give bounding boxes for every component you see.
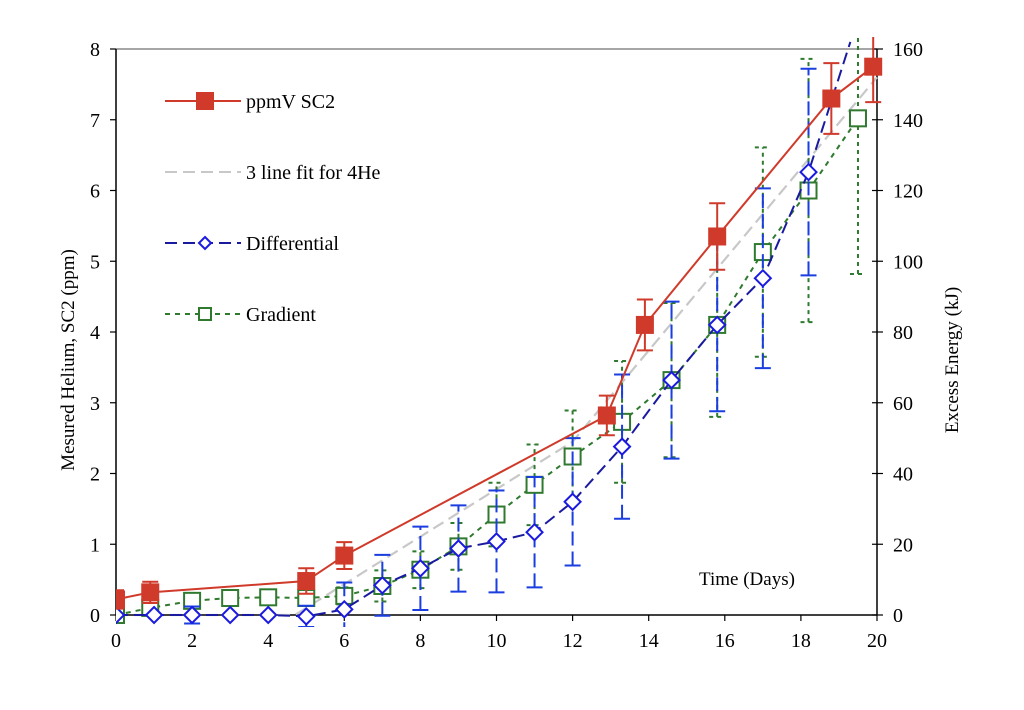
data-point: [822, 89, 841, 108]
y-tick-label: 1: [90, 534, 100, 556]
y2-tick-label: 40: [893, 464, 913, 486]
data-point: [259, 588, 278, 607]
y2-tick-label: 80: [893, 322, 913, 344]
x-tick-label: 0: [111, 630, 121, 652]
legend-marker: [196, 92, 214, 110]
y-tick-label: 5: [90, 251, 100, 273]
y-tick-label: 4: [90, 322, 100, 344]
data-point: [753, 268, 773, 288]
y-tick-label: 6: [90, 181, 100, 203]
x-tick-label: 10: [487, 630, 507, 652]
x-tick-label: 16: [715, 630, 735, 652]
x-tick-label: 8: [415, 630, 425, 652]
data-point: [296, 607, 316, 626]
data-point: [258, 605, 278, 625]
data-point: [220, 605, 240, 625]
y-tick-label: 0: [90, 605, 100, 627]
x-tick-label: 2: [187, 630, 197, 652]
y2-tick-label: 0: [893, 605, 903, 627]
data-point: [221, 589, 240, 608]
y-tick-label: 8: [90, 39, 100, 61]
legend-label: 3 line fit for 4He: [246, 162, 381, 184]
data-point: [662, 370, 681, 390]
data-point: [707, 315, 727, 335]
legend-marker: [198, 307, 212, 321]
data-point: [708, 227, 727, 246]
data-point: [410, 558, 430, 578]
series-gradient: [116, 37, 867, 624]
legend-label: Differential: [246, 233, 339, 255]
x-tick-label: 18: [791, 630, 811, 652]
x-axis-label: Time (Days): [699, 569, 795, 590]
data-point: [144, 605, 164, 625]
data-point: [116, 590, 125, 609]
y2-tick-label: 160: [893, 39, 923, 61]
data-point: [182, 605, 202, 625]
y2-axis-label: Excess Energy (kJ): [942, 287, 963, 433]
data-point: [612, 437, 632, 457]
series-3-line-fit-for-4he: [116, 76, 878, 617]
x-tick-label: 4: [263, 630, 273, 652]
y-tick-label: 7: [90, 110, 100, 132]
y2-tick-label: 100: [893, 251, 923, 273]
x-tick-label: 20: [867, 630, 887, 652]
data-point: [116, 605, 126, 625]
legend-item: ppmV SC2: [165, 91, 335, 113]
legend-item: 3 line fit for 4He: [165, 162, 381, 184]
data-point: [334, 599, 354, 619]
x-tick-label: 14: [639, 630, 659, 652]
data-point: [141, 583, 160, 602]
data-point: [563, 492, 583, 512]
y2-tick-label: 140: [893, 110, 923, 132]
data-point: [864, 57, 883, 76]
data-point: [799, 162, 818, 182]
legend-marker: [197, 235, 213, 251]
y2-tick-label: 60: [893, 393, 913, 415]
series-differential: [116, 41, 852, 627]
legend-item: Gradient: [165, 304, 316, 326]
data-point: [372, 575, 392, 595]
data-point: [449, 539, 468, 558]
series-line: [116, 76, 878, 617]
data-point: [525, 522, 544, 542]
y-tick-label: 3: [90, 393, 100, 415]
data-point: [487, 532, 506, 551]
legend-label: ppmV SC2: [246, 91, 335, 113]
series-line: [116, 41, 852, 618]
x-tick-label: 6: [339, 630, 349, 652]
data-point: [297, 572, 316, 591]
series-ppmv-sc2: [116, 37, 883, 610]
data-point: [848, 109, 867, 128]
series-line: [116, 117, 859, 616]
y-tick-label: 2: [90, 464, 100, 486]
data-point: [635, 315, 654, 334]
y2-tick-label: 120: [893, 181, 923, 203]
data-point: [335, 546, 354, 565]
x-tick-label: 12: [563, 630, 583, 652]
y2-tick-label: 20: [893, 534, 913, 556]
data-point: [597, 406, 616, 425]
legend-item: Differential: [165, 233, 339, 255]
legend-label: Gradient: [246, 304, 316, 326]
y-axis-label: Mesured Helium, SC2 (ppm): [58, 249, 79, 471]
